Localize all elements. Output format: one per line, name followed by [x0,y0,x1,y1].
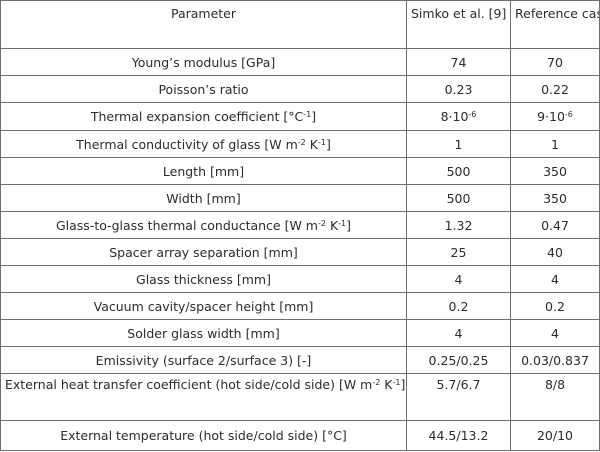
table-row: Glass thickness [mm] 4 4 [0,265,600,293]
ref-cell: 70 [510,48,600,76]
param-sup: -2 [372,378,381,387]
param-cell: Thermal conductivity of glass [W m-2 K-1… [0,130,407,158]
ref-cell: 4 [510,319,600,347]
param-text-end: ] [311,109,317,124]
param-text: Thermal expansion coefficient [°C [90,109,304,124]
ref-cell: 0.47 [510,211,600,239]
param-cell: External temperature (hot side/cold side… [0,420,407,451]
param-cell: Vacuum cavity/spacer height [mm] [0,292,407,320]
param-cell: Glass-to-glass thermal conductance [W m-… [0,211,407,239]
table-row: Width [mm] 500 350 [0,184,600,212]
table-row: External temperature (hot side/cold side… [0,420,600,451]
ref-sup: -6 [564,110,573,119]
table-row: Emissivity (surface 2/surface 3) [-] 0.2… [0,346,600,374]
ref-cell: 9·10-6 [510,102,600,131]
param-sup: -2 [297,137,306,147]
param-text: Glass-to-glass thermal conductance [W m [55,217,318,233]
simko-cell: 1.32 [406,211,511,239]
simko-cell: 500 [406,184,511,212]
param-sup: -2 [317,218,326,228]
simko-cell: 0.25/0.25 [406,346,511,374]
table-row: Glass-to-glass thermal conductance [W m-… [0,211,600,239]
param-cell: Solder glass width [mm] [0,319,407,347]
param-sup2: -1 [317,137,326,147]
simko-cell: 5.7/6.7 [406,373,511,421]
param-text-mid: K [305,136,318,152]
ref-cell: 350 [510,184,600,212]
param-text: External heat transfer coefficient (hot … [5,377,373,392]
param-cell: Spacer array separation [mm] [0,238,407,266]
simko-cell: 4 [406,319,511,347]
table-row: Young’s modulus [GPa] 74 70 [0,48,600,76]
ref-base: 9·10 [537,109,565,124]
param-sup2: -1 [338,218,347,228]
ref-cell: 4 [510,265,600,293]
table-row: Vacuum cavity/spacer height [mm] 0.2 0.2 [0,292,600,320]
simko-cell: 0.2 [406,292,511,320]
simko-cell: 44.5/13.2 [406,420,511,451]
header-reference: Reference case [510,0,600,49]
simko-cell: 500 [406,157,511,185]
param-cell: Emissivity (surface 2/surface 3) [-] [0,346,407,374]
table-row: Thermal expansion coefficient [°C-1] 8·1… [0,102,600,131]
ref-cell: 0.22 [510,75,600,103]
ref-cell: 0.03/0.837 [510,346,600,374]
simko-sup: -6 [468,110,477,119]
ref-cell: 40 [510,238,600,266]
table-row: Thermal conductivity of glass [W m-2 K-1… [0,130,600,158]
simko-cell: 4 [406,265,511,293]
param-cell: Young’s modulus [GPa] [0,48,407,76]
param-cell: Glass thickness [mm] [0,265,407,293]
header-simko: Simko et al. [9] [406,0,511,49]
simko-cell: 8·10-6 [406,102,511,131]
param-text-end: ] [400,377,406,392]
ref-cell: 1 [510,130,600,158]
simko-base: 8·10 [440,109,469,124]
param-cell: Poisson’s ratio [0,75,407,103]
param-cell: Length [mm] [0,157,407,185]
ref-cell: 20/10 [510,420,600,451]
simko-cell: 74 [406,48,511,76]
param-text-mid: K [325,217,339,233]
simko-cell: 25 [406,238,511,266]
simko-cell: 0.23 [406,75,511,103]
table-row: Solder glass width [mm] 4 4 [0,319,600,347]
ref-cell: 8/8 [510,373,600,421]
param-text: Thermal conductivity of glass [W m [76,136,298,152]
param-text-end: ] [325,136,331,152]
ref-cell: 350 [510,157,600,185]
param-cell: External heat transfer coefficient (hot … [0,373,407,421]
ref-cell: 0.2 [510,292,600,320]
param-text-mid: K [380,377,393,392]
header-row: Parameter Simko et al. [9] Reference cas… [0,0,600,49]
param-cell: Width [mm] [0,184,407,212]
param-text-end: ] [346,217,352,233]
param-sup2: -1 [392,378,401,387]
simko-cell: 1 [406,130,511,158]
table-row: Poisson’s ratio 0.23 0.22 [0,75,600,103]
table-row: Length [mm] 500 350 [0,157,600,185]
table-row: External heat transfer coefficient (hot … [0,373,600,421]
param-cell: Thermal expansion coefficient [°C-1] [0,102,407,131]
param-sup: -1 [303,110,312,119]
table-row: Spacer array separation [mm] 25 40 [0,238,600,266]
header-parameter: Parameter [0,0,407,49]
